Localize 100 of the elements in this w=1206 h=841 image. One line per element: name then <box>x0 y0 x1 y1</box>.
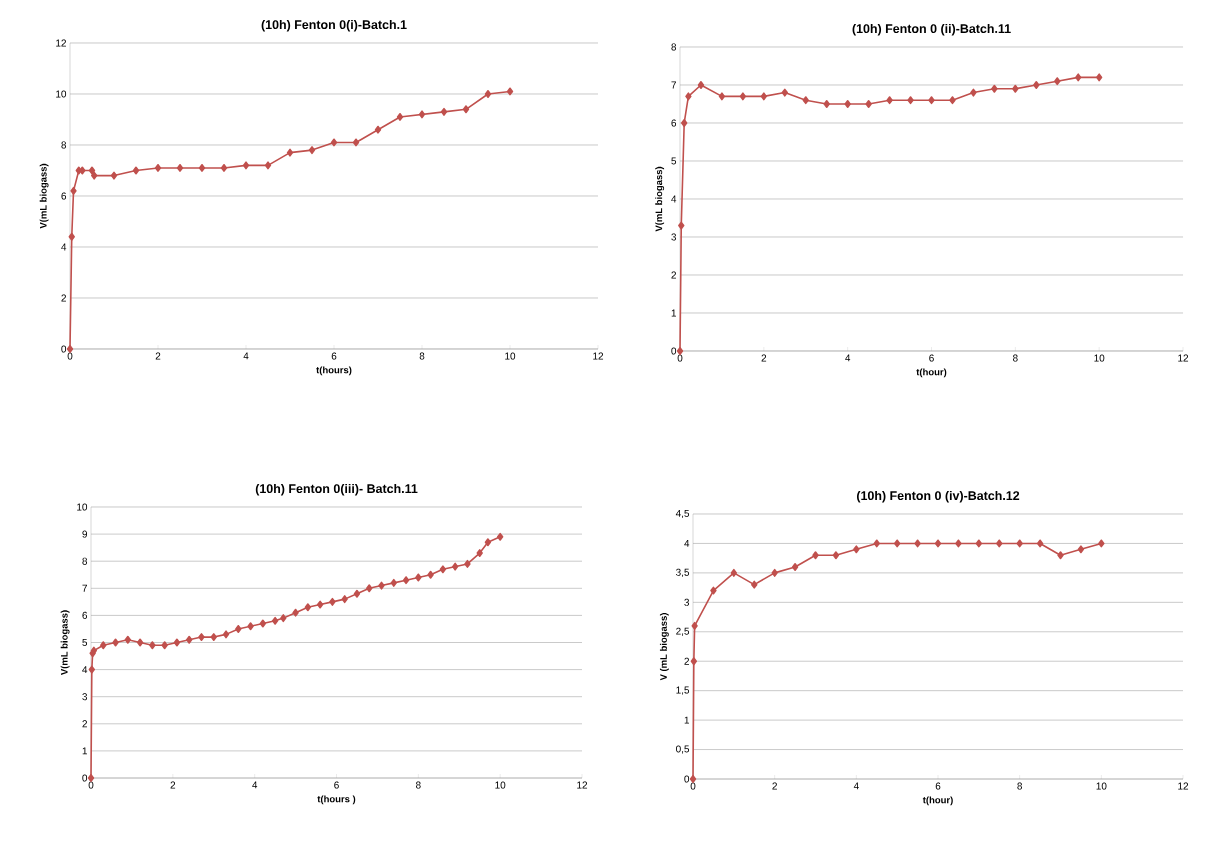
x-tick-label: 0 <box>67 352 73 360</box>
point <box>418 110 426 119</box>
x-tick-label: 4 <box>853 782 859 790</box>
y-tick-label: 3 <box>82 693 88 701</box>
point <box>341 595 348 604</box>
x-tick-label: 12 <box>593 352 604 360</box>
point <box>823 99 830 108</box>
y-tick-label: 2 <box>671 271 676 279</box>
point <box>1077 545 1085 554</box>
point <box>730 568 738 577</box>
y-tick-label: 1 <box>82 747 87 755</box>
chart-title: (10h) Fenton 0(i)-Batch.1 <box>261 19 407 32</box>
y-tick-label: 6 <box>61 192 67 200</box>
point <box>330 138 338 147</box>
y-axis-title: V(mL biogass) <box>655 166 665 232</box>
point <box>496 532 504 541</box>
point <box>198 163 206 172</box>
point <box>914 539 921 548</box>
y-tick-label: 12 <box>56 39 66 47</box>
y-tick-label: 2 <box>61 294 66 302</box>
x-tick-label: 12 <box>1178 782 1189 790</box>
point <box>352 138 360 147</box>
chart-title: (10h) Fenton 0(iii)- Batch.11 <box>255 483 418 496</box>
point <box>70 186 77 195</box>
point <box>718 92 726 101</box>
y-tick-label: 3 <box>671 233 677 241</box>
x-tick-label: 0 <box>690 782 696 790</box>
point <box>132 166 140 175</box>
point <box>1012 84 1019 93</box>
y-tick-label: 2,5 <box>676 627 690 636</box>
x-tick-label: 2 <box>155 352 161 360</box>
point <box>378 581 385 590</box>
point <box>176 163 184 172</box>
point <box>1095 73 1103 82</box>
point <box>280 614 287 623</box>
y-tick-label: 6 <box>82 611 88 619</box>
point <box>464 559 471 568</box>
x-tick-label: 12 <box>1178 354 1189 362</box>
x-tick-label: 6 <box>334 781 339 789</box>
x-axis-title: t(hours) <box>316 366 352 376</box>
y-tick-label: 0 <box>684 775 690 783</box>
point <box>1098 539 1105 548</box>
x-tick-label: 8 <box>416 781 421 789</box>
point <box>928 96 935 105</box>
point <box>462 105 470 114</box>
point <box>415 573 422 582</box>
point <box>678 221 685 230</box>
x-tick-label: 8 <box>419 352 425 360</box>
point <box>304 603 312 612</box>
point <box>970 88 977 97</box>
chart-title: (10h) Fenton 0 (iv)-Batch.12 <box>856 490 1020 503</box>
point <box>220 163 228 172</box>
x-tick-label: 10 <box>505 352 516 360</box>
x-tick-label: 10 <box>1096 782 1107 790</box>
point <box>975 539 983 548</box>
y-tick-label: 7 <box>82 584 87 592</box>
x-tick-label: 2 <box>761 354 767 362</box>
y-tick-label: 8 <box>61 141 67 149</box>
point <box>760 92 768 101</box>
point <box>873 539 880 548</box>
point <box>1057 551 1064 560</box>
point <box>79 166 86 175</box>
point <box>100 641 107 650</box>
y-axis-title: V(mL biogass) <box>39 163 49 229</box>
point <box>247 622 254 631</box>
y-tick-label: 8 <box>82 557 88 565</box>
point <box>396 112 404 121</box>
y-tick-label: 9 <box>82 530 88 538</box>
point <box>66 344 74 353</box>
x-axis-title: t(hours ) <box>317 795 356 805</box>
point <box>1054 77 1061 86</box>
point <box>161 641 168 650</box>
point <box>484 89 492 98</box>
y-tick-label: 6 <box>671 119 677 127</box>
point <box>112 638 119 647</box>
y-tick-label: 4 <box>671 195 677 203</box>
point <box>242 161 250 170</box>
point <box>271 616 279 625</box>
y-tick-label: 1,5 <box>676 686 690 695</box>
point <box>791 563 799 571</box>
y-tick-label: 2 <box>684 657 689 665</box>
x-tick-label: 6 <box>331 352 337 360</box>
point <box>390 578 397 587</box>
point <box>853 545 860 554</box>
y-tick-label: 4 <box>61 243 67 251</box>
point <box>88 166 96 175</box>
y-tick-label: 3,5 <box>676 568 690 578</box>
point <box>893 539 901 548</box>
point <box>259 619 267 628</box>
y-tick-label: 10 <box>77 503 88 511</box>
point <box>506 87 514 96</box>
point <box>955 539 962 548</box>
point <box>136 638 144 647</box>
point <box>781 88 788 97</box>
x-tick-label: 2 <box>772 782 777 790</box>
y-tick-label: 0 <box>82 774 88 782</box>
y-tick-label: 0,5 <box>676 745 690 754</box>
point <box>771 568 778 577</box>
point <box>427 570 434 579</box>
x-tick-label: 8 <box>1013 354 1018 362</box>
